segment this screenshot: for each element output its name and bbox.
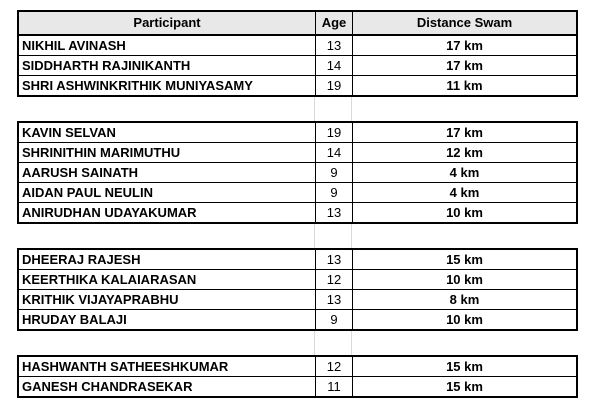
spacer-row: [17, 224, 578, 248]
participant-cell[interactable]: HASHWANTH SATHEESHKUMAR: [22, 359, 229, 374]
table-row: KAVIN SELVAN 19 17 km: [19, 123, 576, 142]
participant-cell[interactable]: KRITHIK VIJAYAPRABHU: [22, 292, 179, 307]
distance-cell[interactable]: 10 km: [352, 310, 576, 329]
table-row: SHRI ASHWINKRITHIK MUNIYASAMY 19 11 km: [19, 75, 576, 95]
table-block-1: Participant Age Distance Swam NIKHIL AVI…: [17, 10, 578, 97]
age-cell[interactable]: 9: [315, 183, 352, 202]
distance-cell[interactable]: 17 km: [352, 56, 576, 75]
participant-cell[interactable]: ANIRUDHAN UDAYAKUMAR: [22, 205, 197, 220]
gridline-segment: [17, 331, 315, 355]
gridline-segment: [352, 224, 578, 248]
age-cell[interactable]: 13: [315, 203, 352, 222]
age-cell[interactable]: 13: [315, 36, 352, 55]
distance-cell[interactable]: 15 km: [352, 250, 576, 269]
age-cell[interactable]: 9: [315, 163, 352, 182]
distance-cell[interactable]: 15 km: [352, 357, 576, 376]
distance-cell[interactable]: 10 km: [352, 203, 576, 222]
column-header-age[interactable]: Age: [315, 12, 352, 34]
table-row: HASHWANTH SATHEESHKUMAR 12 15 km: [19, 357, 576, 376]
table-row: HRUDAY BALAJI 9 10 km: [19, 309, 576, 329]
column-header-participant[interactable]: Participant: [133, 15, 201, 30]
distance-cell[interactable]: 17 km: [352, 36, 576, 55]
spacer-row: [17, 97, 578, 121]
distance-cell[interactable]: 4 km: [352, 183, 576, 202]
distance-cell[interactable]: 8 km: [352, 290, 576, 309]
participants-table: Participant Age Distance Swam NIKHIL AVI…: [17, 10, 578, 398]
age-cell[interactable]: 11: [315, 377, 352, 396]
table-row: NIKHIL AVINASH 13 17 km: [19, 36, 576, 55]
column-header-distance[interactable]: Distance Swam: [352, 12, 576, 34]
table-row: GANESH CHANDRASEKAR 11 15 km: [19, 376, 576, 396]
age-cell[interactable]: 13: [315, 250, 352, 269]
participant-cell[interactable]: AIDAN PAUL NEULIN: [22, 185, 153, 200]
participant-cell[interactable]: GANESH CHANDRASEKAR: [22, 379, 193, 394]
participant-cell[interactable]: HRUDAY BALAJI: [22, 312, 127, 327]
gridline-segment: [352, 331, 578, 355]
participant-cell[interactable]: DHEERAJ RAJESH: [22, 252, 141, 267]
table-row: ANIRUDHAN UDAYAKUMAR 13 10 km: [19, 202, 576, 222]
table-block-4: HASHWANTH SATHEESHKUMAR 12 15 km GANESH …: [17, 355, 578, 398]
table-row: DHEERAJ RAJESH 13 15 km: [19, 250, 576, 269]
participant-cell[interactable]: NIKHIL AVINASH: [22, 38, 126, 53]
age-cell[interactable]: 14: [315, 143, 352, 162]
distance-cell[interactable]: 15 km: [352, 377, 576, 396]
table-row: KEERTHIKA KALAIARASAN 12 10 km: [19, 269, 576, 289]
participant-cell[interactable]: SIDDHARTH RAJINIKANTH: [22, 58, 191, 73]
table-row: AIDAN PAUL NEULIN 9 4 km: [19, 182, 576, 202]
table-block-2: KAVIN SELVAN 19 17 km SHRINITHIN MARIMUT…: [17, 121, 578, 224]
gridline-segment: [315, 97, 352, 121]
distance-cell[interactable]: 11 km: [352, 76, 576, 95]
age-cell[interactable]: 12: [315, 270, 352, 289]
distance-cell[interactable]: 12 km: [352, 143, 576, 162]
participant-cell[interactable]: KEERTHIKA KALAIARASAN: [22, 272, 197, 287]
age-cell[interactable]: 9: [315, 310, 352, 329]
age-cell[interactable]: 12: [315, 357, 352, 376]
spacer-row: [17, 331, 578, 355]
table-row: KRITHIK VIJAYAPRABHU 13 8 km: [19, 289, 576, 309]
gridline-segment: [17, 224, 315, 248]
table-row: SIDDHARTH RAJINIKANTH 14 17 km: [19, 55, 576, 75]
gridline-segment: [315, 331, 352, 355]
age-cell[interactable]: 19: [315, 123, 352, 142]
distance-cell[interactable]: 10 km: [352, 270, 576, 289]
distance-cell[interactable]: 4 km: [352, 163, 576, 182]
gridline-segment: [352, 97, 578, 121]
age-cell[interactable]: 13: [315, 290, 352, 309]
age-cell[interactable]: 19: [315, 76, 352, 95]
table-row: AARUSH SAINATH 9 4 km: [19, 162, 576, 182]
table-block-3: DHEERAJ RAJESH 13 15 km KEERTHIKA KALAIA…: [17, 248, 578, 331]
participant-cell[interactable]: SHRI ASHWINKRITHIK MUNIYASAMY: [22, 78, 253, 93]
gridline-segment: [17, 97, 315, 121]
table-row: SHRINITHIN MARIMUTHU 14 12 km: [19, 142, 576, 162]
participant-cell[interactable]: KAVIN SELVAN: [22, 125, 116, 140]
participant-cell[interactable]: AARUSH SAINATH: [22, 165, 139, 180]
age-cell[interactable]: 14: [315, 56, 352, 75]
gridline-segment: [315, 224, 352, 248]
header-row: Participant Age Distance Swam: [19, 12, 576, 36]
distance-cell[interactable]: 17 km: [352, 123, 576, 142]
participant-cell[interactable]: SHRINITHIN MARIMUTHU: [22, 145, 181, 160]
